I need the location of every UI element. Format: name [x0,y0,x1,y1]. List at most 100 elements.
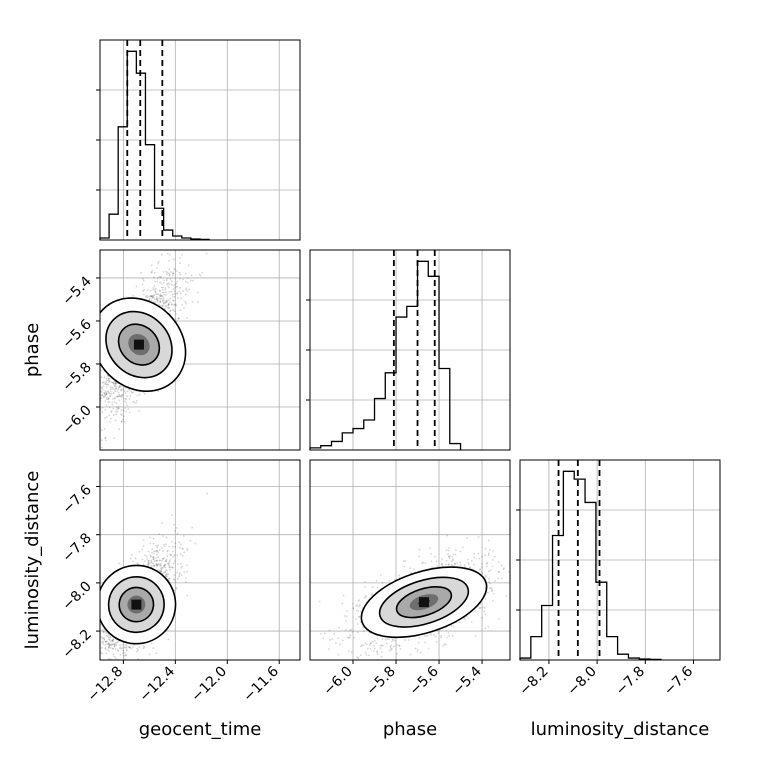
sample-point [120,389,123,392]
sample-point [196,291,199,294]
sample-point [111,639,114,642]
sample-point [165,536,168,539]
sample-point [339,643,342,646]
sample-point [148,653,151,656]
sample-point [95,407,97,409]
sample-point [184,577,187,580]
sample-point [104,395,107,398]
sample-point [151,297,154,299]
sample-point [154,559,157,562]
sample-point [136,394,139,397]
sample-point [169,310,172,313]
sample-point [175,304,178,307]
sample-point [157,556,159,559]
sample-point [182,278,185,281]
sample-point [104,646,107,649]
sample-point [451,555,454,558]
sample-point [171,272,174,275]
density-content [87,492,208,662]
sample-point [98,660,100,662]
sample-point [116,408,119,411]
sample-point [370,642,373,644]
sample-point [151,295,154,298]
sample-point [160,564,163,567]
sample-point [112,640,114,643]
sample-point [157,562,160,565]
sample-point [97,596,99,598]
sample-point [168,268,171,271]
sample-point [124,654,127,656]
sample-point [103,428,106,430]
sample-point [169,559,172,561]
sample-point [205,252,208,255]
sample-point [167,303,170,305]
sample-point [170,283,173,286]
sample-point [388,649,391,652]
sample-point [156,300,159,302]
sample-point [478,557,481,560]
sample-point [350,651,353,654]
sample-point [342,594,345,597]
sample-point [172,295,174,298]
sample-point [352,607,355,610]
sample-point [106,643,108,646]
sample-point [165,305,168,308]
sample-point [125,398,128,400]
sample-point [446,636,449,639]
density-peak [133,339,144,350]
sample-point [114,382,117,385]
sample-point [100,646,103,649]
sample-point [168,290,171,293]
sample-point [178,546,181,549]
density-panel-geocent_time-phase [90,249,301,451]
sample-point [170,554,173,557]
sample-point [175,303,177,306]
sample-point [152,562,154,565]
sample-point [115,387,118,390]
sample-point [101,652,104,655]
sample-point [110,417,112,420]
sample-point [319,632,322,635]
sample-point [110,381,113,384]
sample-point [150,642,153,645]
sample-point [124,407,127,409]
sample-point [166,550,169,553]
sample-point [375,579,378,582]
sample-point [120,420,123,423]
sample-point [173,304,176,306]
sample-point [418,555,420,558]
sample-point [104,383,107,385]
sample-point [356,656,359,659]
sample-point [441,565,444,567]
sample-point [399,648,402,650]
sample-point [152,287,155,289]
sample-point [167,299,170,301]
sample-point [152,537,155,540]
sample-point [109,395,112,398]
sample-point [171,308,174,311]
sample-point [94,443,96,445]
sample-point [113,385,116,388]
sample-point [488,548,491,551]
sample-point [132,391,135,394]
sample-point [458,621,461,624]
sample-point [171,550,174,553]
sample-point [95,657,97,659]
sample-point [164,560,167,562]
sample-point [107,383,110,386]
sample-point [103,637,106,640]
sample-point [121,652,124,655]
sample-point [114,643,117,646]
sample-point [165,558,168,561]
sample-point [90,425,92,427]
sample-point [96,606,98,608]
sample-point [427,647,430,650]
sample-point [87,648,89,650]
sample-point [174,529,176,532]
sample-point [185,280,187,283]
panel-frame [99,249,301,451]
sample-point [159,276,162,279]
sample-point [109,390,112,393]
sample-point [112,647,114,650]
sample-point [382,661,384,663]
